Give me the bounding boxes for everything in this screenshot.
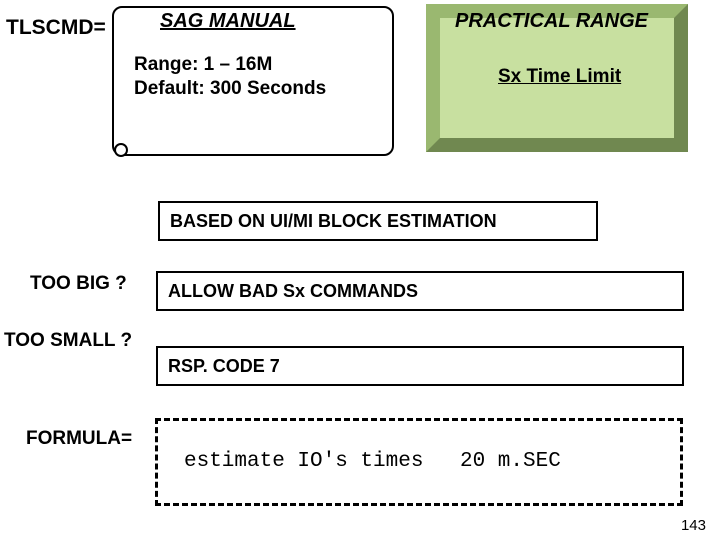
too-big-box: ALLOW BAD Sx COMMANDS: [156, 271, 684, 311]
too-big-label: TOO BIG ?: [30, 273, 127, 295]
practical-range-title: PRACTICAL RANGE: [455, 10, 648, 33]
page-number: 143: [681, 517, 706, 534]
tlscmd-label: TLSCMD=: [6, 16, 106, 40]
scroll-default-text: Default: 300 Seconds: [134, 78, 326, 100]
formula-text-right: 20 m.SEC: [460, 450, 561, 473]
too-small-box: RSP. CODE 7: [156, 346, 684, 386]
scroll-title: SAG MANUAL: [160, 10, 296, 33]
based-on-box: BASED ON UI/MI BLOCK ESTIMATION: [158, 201, 598, 241]
sx-time-limit-text: Sx Time Limit: [498, 66, 621, 88]
formula-label: FORMULA=: [26, 428, 132, 450]
formula-text-left: estimate IO's times: [184, 450, 423, 473]
too-small-label: TOO SMALL ?: [4, 330, 132, 352]
scroll-range-text: Range: 1 – 16M: [134, 54, 272, 76]
scroll-curl-icon: [114, 143, 128, 157]
